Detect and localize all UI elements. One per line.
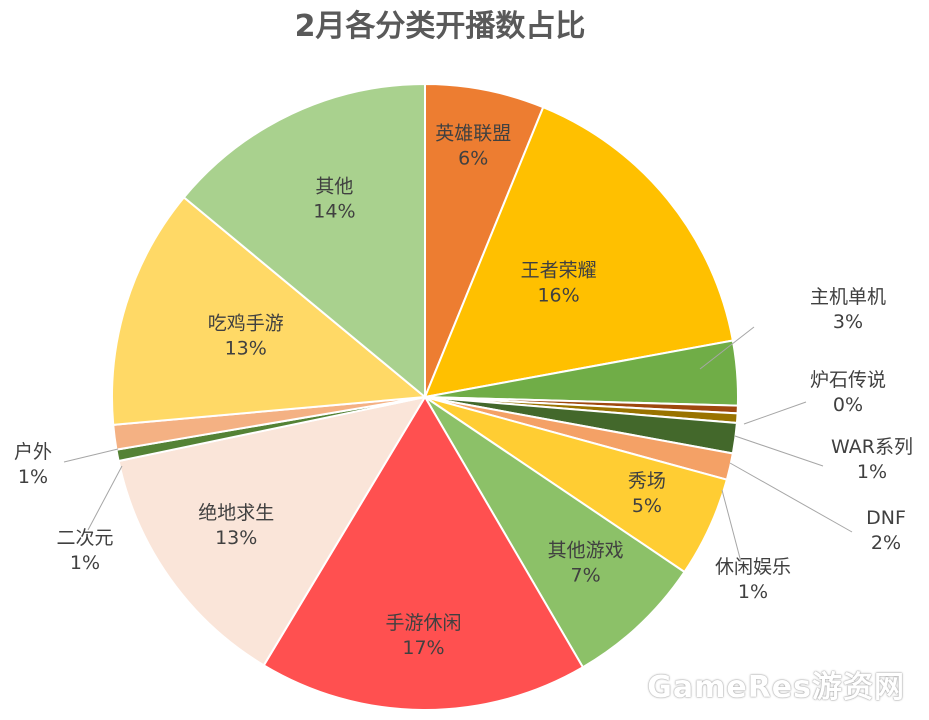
slice-label-14: 其他 (315, 175, 353, 197)
leader-line-5 (729, 462, 853, 533)
slice-percent-5: 2% (871, 532, 901, 554)
slice-label-8: 其他游戏 (548, 539, 624, 561)
watermark-logo: GameRes游资网 (647, 670, 905, 705)
slice-label-6: 休闲娱乐 (715, 556, 791, 578)
slice-percent-2: 3% (833, 311, 863, 333)
slice-percent-1: 16% (537, 284, 579, 306)
slice-label-9: 手游休闲 (385, 612, 461, 634)
slice-percent-6: 1% (738, 581, 768, 603)
slice-label-0: 英雄联盟 (435, 122, 511, 144)
slice-label-2: 主机单机 (810, 286, 886, 308)
leader-line-12 (63, 448, 119, 463)
pie-slice-13 (110, 195, 428, 426)
chart-title: 2月各分类开播数占比 (295, 9, 586, 44)
slice-labels: 英雄联盟 6% 王者荣耀 16% 主机单机 3% 炉石传说 0% WAR系列 1% DNF 2% 休闲娱… (14, 122, 913, 659)
leader-line-6 (721, 489, 742, 563)
pie-slice-1 (423, 105, 735, 399)
slice-percent-0: 6% (458, 147, 488, 169)
slice-label-12: 户外 (14, 441, 52, 463)
slice-percent-12: 1% (18, 466, 48, 488)
slice-percent-8: 7% (571, 564, 601, 586)
slice-percent-3: 0% (833, 394, 863, 416)
pie-slice-8 (424, 396, 686, 669)
slice-percent-10: 13% (215, 527, 257, 549)
leader-line-3 (743, 401, 807, 425)
slice-label-10: 绝地求生 (198, 502, 274, 524)
leader-line-2 (699, 326, 755, 370)
slice-percent-13: 13% (225, 337, 267, 359)
slice-percent-9: 17% (402, 637, 444, 659)
slice-label-3: 炉石传说 (810, 369, 886, 391)
pie-slice-9 (262, 395, 585, 711)
pie-slice-0 (424, 82, 545, 398)
slice-label-7: 秀场 (628, 470, 666, 492)
slice-label-5: DNF (866, 507, 906, 529)
slice-label-11: 二次元 (56, 527, 113, 549)
pie-slice-10 (117, 395, 428, 667)
leader-line-4 (734, 435, 824, 467)
slice-percent-7: 5% (632, 495, 662, 517)
slice-percent-4: 1% (857, 461, 887, 483)
slice-percent-14: 14% (313, 200, 355, 222)
slice-percent-11: 1% (70, 552, 100, 574)
pie-slice-14 (182, 82, 426, 400)
slice-label-1: 王者荣耀 (521, 259, 597, 281)
slice-label-13: 吃鸡手游 (208, 312, 284, 334)
leader-line-11 (87, 465, 123, 531)
leader-lines (63, 326, 853, 563)
slice-label-4: WAR系列 (831, 436, 913, 458)
pie-slices (110, 82, 739, 711)
